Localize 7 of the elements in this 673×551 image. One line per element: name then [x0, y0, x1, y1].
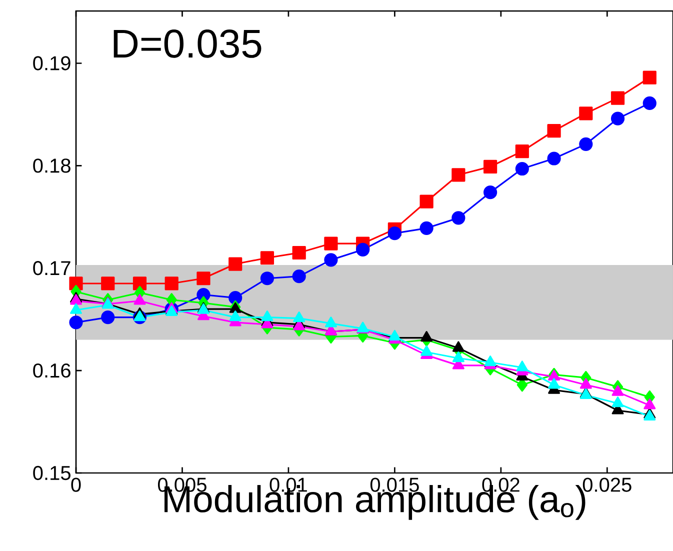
y-tick-label: 0.15 — [33, 466, 70, 480]
annotation: D=0.035 — [114, 30, 262, 58]
y-tick-label: 0.18 — [33, 158, 70, 173]
y-tick-label: 0.16 — [33, 363, 70, 378]
x-tick-label: 0 — [71, 478, 81, 492]
y-tick-label: 0.17 — [33, 261, 70, 276]
y-tick-label: 0.19 — [33, 56, 70, 70]
